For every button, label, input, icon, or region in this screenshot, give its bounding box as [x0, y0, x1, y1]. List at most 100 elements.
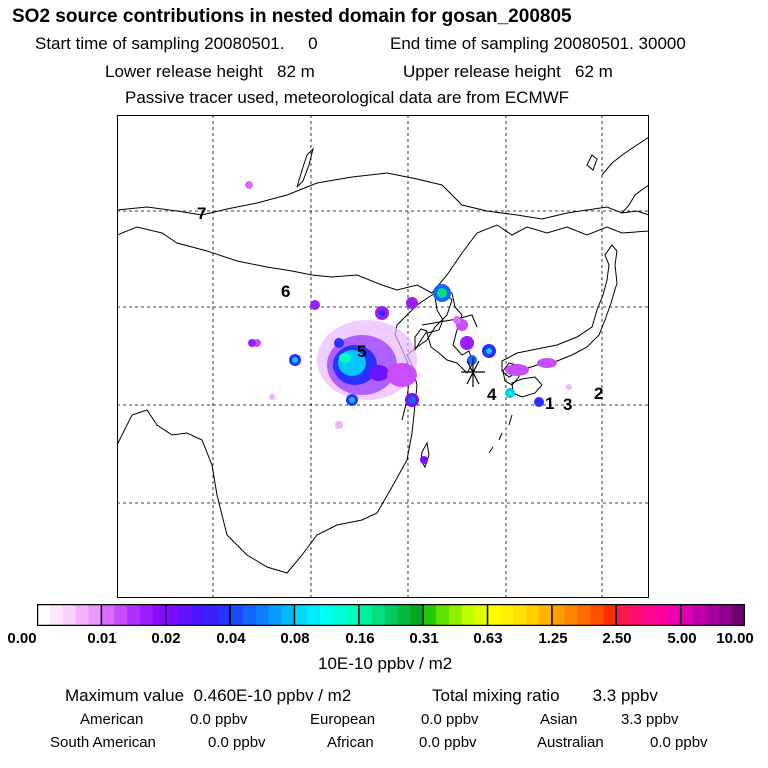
colorbar-tick: 0.63: [473, 630, 503, 647]
colorbar-tick: 10.00: [716, 630, 754, 647]
colorbar-units: 10E-10 ppbv / m2: [318, 654, 453, 673]
colorbar-cell: [436, 604, 450, 626]
colorbar-cell: [461, 604, 476, 626]
colorbar-cell: [358, 604, 373, 626]
source-label-3: 3: [563, 395, 572, 414]
colorbar-cell: [680, 604, 695, 626]
colorbar-tick: 0.02: [151, 630, 181, 647]
colorbar-cell: [62, 604, 77, 626]
colorbar-cell: [410, 604, 424, 626]
colorbar-cell: [590, 604, 604, 626]
region-name: Australian: [537, 734, 604, 751]
region-value: 3.3 ppbv: [621, 711, 679, 728]
colorbar-tick: 0.16: [345, 630, 375, 647]
colorbar-cell: [564, 604, 579, 626]
colorbar: [37, 604, 745, 626]
colorbar-cell: [230, 604, 244, 626]
colorbar-cell: [577, 604, 592, 626]
colorbar-cell: [255, 604, 270, 626]
colorbar-cell: [127, 604, 141, 626]
colorbar-tick-labels: 0.00 0.01 0.02 0.04 0.08 0.16 0.31 0.63 …: [0, 630, 768, 650]
colorbar-cell: [281, 604, 295, 626]
region-name: South American: [50, 734, 156, 751]
colorbar-cell: [217, 604, 231, 626]
colorbar-cell: [654, 604, 669, 626]
colorbar-cell: [101, 604, 115, 626]
colorbar-cell: [165, 604, 180, 626]
colorbar-cell: [114, 604, 128, 626]
colorbar-cell: [513, 604, 527, 626]
colorbar-cell: [320, 604, 334, 626]
colorbar-cell: [474, 604, 489, 626]
map-title: SO2 source contributions in nested domai…: [12, 6, 572, 27]
colorbar-cell: [75, 604, 89, 626]
region-name: European: [310, 711, 376, 728]
region-name: American: [80, 711, 144, 728]
colorbar-cell: [693, 604, 707, 626]
colorbar-cell: [178, 604, 192, 626]
source-label-6: 6: [281, 282, 290, 301]
colorbar-cell: [423, 604, 437, 626]
source-label-5: 5: [357, 342, 366, 361]
region-value: 0.0 ppbv: [208, 734, 266, 751]
colorbar-cell: [629, 604, 643, 626]
region-value: 0.0 ppbv: [419, 734, 477, 751]
colorbar-cell: [448, 604, 463, 626]
max-value-text: Maximum value 0.460E-10 ppbv / m2: [65, 686, 352, 705]
colorbar-cell: [371, 604, 386, 626]
region-name: African: [327, 734, 374, 751]
colorbar-cell: [37, 604, 51, 626]
source-label-4: 4: [487, 385, 497, 404]
region-value: 0.0 ppbv: [650, 734, 708, 751]
colorbar-cell: [139, 604, 154, 626]
colorbar-tick: 2.50: [602, 630, 632, 647]
region-name: Asian: [540, 711, 578, 728]
upper-release-text: Upper release height 62 m: [403, 62, 613, 81]
colorbar-cell: [539, 604, 553, 626]
colorbar-cell: [333, 604, 347, 626]
colorbar-tick: 0.01: [87, 630, 117, 647]
colorbar-tick: 5.00: [667, 630, 697, 647]
colorbar-cell: [487, 604, 501, 626]
source-label-1: 1: [545, 394, 554, 413]
colorbar-cell: [88, 604, 102, 626]
concentration-field: [245, 181, 572, 464]
region-value: 0.0 ppbv: [421, 711, 479, 728]
colorbar-cell: [732, 604, 745, 626]
colorbar-cell: [152, 604, 167, 626]
colorbar-cell: [526, 604, 540, 626]
colorbar-cell: [242, 604, 257, 626]
colorbar-tick: 1.25: [538, 630, 568, 647]
colorbar-cell: [397, 604, 411, 626]
source-label-7: 7: [197, 204, 206, 223]
map-panel: 1 2 3 4 5 6 7: [117, 115, 649, 598]
start-time-text: Start time of sampling 20080501. 0: [35, 34, 318, 53]
colorbar-tick: 0.00: [7, 630, 37, 647]
colorbar-cell: [667, 604, 682, 626]
colorbar-cell: [204, 604, 218, 626]
colorbar-cell: [384, 604, 398, 626]
colorbar-cell: [307, 604, 321, 626]
tracer-note-text: Passive tracer used, meteorological data…: [125, 88, 570, 107]
colorbar-cell: [345, 604, 360, 626]
total-mixing-text: Total mixing ratio 3.3 ppbv: [432, 686, 658, 705]
colorbar-tick: 0.04: [216, 630, 246, 647]
lower-release-text: Lower release height 82 m: [105, 62, 315, 81]
colorbar-cell: [642, 604, 656, 626]
colorbar-cell: [551, 604, 566, 626]
receptor-star-icon: [461, 358, 485, 387]
region-value: 0.0 ppbv: [190, 711, 248, 728]
colorbar-tick: 0.31: [409, 630, 439, 647]
colorbar-cell: [294, 604, 308, 626]
colorbar-cell: [49, 604, 64, 626]
colorbar-cell: [191, 604, 205, 626]
end-time-text: End time of sampling 20080501. 30000: [390, 34, 686, 53]
colorbar-cell: [616, 604, 630, 626]
colorbar-cell: [719, 604, 733, 626]
colorbar-cell: [500, 604, 514, 626]
source-label-2: 2: [594, 384, 603, 403]
colorbar-tick: 0.08: [280, 630, 310, 647]
colorbar-cell: [706, 604, 720, 626]
colorbar-cell: [268, 604, 283, 626]
colorbar-cell: [603, 604, 617, 626]
